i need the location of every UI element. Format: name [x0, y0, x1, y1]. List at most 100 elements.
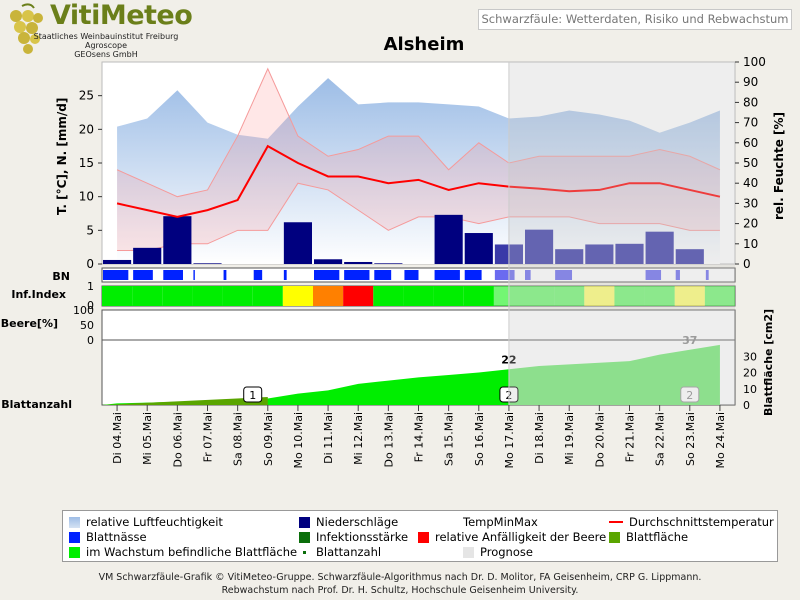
leaf-axis-tick: 30	[743, 350, 757, 363]
inf-beere-tick: 50	[80, 319, 94, 332]
x-axis-tick-label: Sa 08.Mai	[232, 412, 245, 466]
temp-max-line	[116, 67, 721, 198]
x-axis-tick-label: Mo 10.Mai	[292, 412, 305, 469]
inf-index-cell	[674, 286, 705, 306]
inf-index-cell	[282, 286, 313, 306]
left-axis-tick-label: 15	[79, 156, 94, 170]
inf-index-tick: 1	[87, 280, 94, 293]
inf-index-cell	[554, 286, 585, 306]
precip-bar	[434, 214, 463, 264]
footer-line-1: VM Schwarzfäule-Grafik © VitiMeteo-Grupp…	[98, 572, 702, 583]
precip-bar	[103, 259, 132, 264]
inf-index-cell	[644, 286, 675, 306]
right-axis-label: rel. Feuchte [%]	[772, 112, 786, 220]
legend-label: relative Anfälligkeit der Beere	[435, 530, 607, 544]
inf-index-cell	[313, 286, 344, 306]
bn-mark	[494, 270, 515, 280]
legend-item-tempminmax: TempMinMax	[463, 515, 538, 529]
leaf-count-marker	[243, 386, 263, 403]
inf-index-cell	[584, 286, 615, 306]
precip-bar	[374, 263, 403, 264]
bn-mark	[163, 270, 183, 280]
inf-index-label: Inf.Index	[11, 288, 66, 301]
brand-line-1: Staatliches Weinbauinstitut Freiburg	[33, 32, 179, 41]
inf-index-cell	[192, 286, 223, 306]
temp-min-line	[117, 182, 720, 252]
legend-item-prognose: Prognose	[463, 545, 533, 559]
brand-line-3: GEOsens GmbH	[74, 50, 138, 59]
bn-row-label: BN	[52, 270, 70, 283]
grape-icon	[10, 3, 43, 54]
legend-label: Blattfläche	[626, 530, 689, 544]
precip-bar	[675, 249, 704, 264]
legend-swatch	[418, 531, 429, 543]
bn-mark	[283, 270, 287, 280]
legend-item-avgtemp: Durchschnittstemperatur	[609, 515, 774, 529]
left-axis-tick-label: 25	[79, 89, 94, 103]
precip-bar	[615, 243, 644, 264]
bn-mark	[464, 270, 482, 280]
left-axis-tick-label: 20	[79, 122, 94, 136]
precip-bar	[344, 261, 373, 264]
right-axis-tick-label: 50	[743, 156, 758, 170]
legend-swatch	[303, 550, 306, 554]
legend-item-blattanzahl: Blattanzahl	[299, 545, 381, 559]
x-axis-tick-label: Do 20.Mai	[593, 412, 606, 467]
legend-item-precip: Niederschläge	[299, 515, 398, 529]
precip-bar	[283, 222, 312, 264]
inf-index-cell	[704, 286, 735, 306]
x-axis-tick-label: Sa 22.Mai	[654, 412, 667, 466]
leaf-count-label: 2	[686, 389, 693, 402]
legend-label: Infektionsstärke	[316, 530, 409, 544]
legend-item-wachstum: im Wachstum befindliche Blattfläche	[69, 545, 297, 559]
bn-mark	[133, 270, 153, 280]
inf-beere-bg	[101, 309, 736, 341]
bn-mark	[253, 270, 263, 280]
inf-beere-label: Inf.Beere[%]	[0, 317, 58, 330]
precip-bar	[645, 231, 674, 264]
legend-swatch	[69, 546, 80, 558]
precip-bar	[163, 216, 192, 264]
right-axis-tick-label: 30	[743, 196, 758, 210]
temp-minmax-band	[117, 68, 720, 251]
legend-item-blattnaesse: Blattnässe	[69, 530, 147, 544]
right-axis-tick-label: 20	[743, 217, 758, 231]
bn-mark	[344, 270, 370, 280]
x-axis-tick-label: So 23.Mai	[684, 412, 697, 466]
precip-bar	[464, 233, 493, 264]
inf-index-cell	[524, 286, 555, 306]
x-axis-tick-label: Di 11.Mai	[322, 412, 335, 464]
brand-name: VitiMeteo	[50, 0, 193, 31]
precip-bar	[525, 229, 554, 264]
x-axis-tick-label: Mo 17.Mai	[503, 412, 516, 469]
leaf-area-growing	[102, 369, 509, 405]
bn-mark	[675, 270, 680, 280]
leaf-axis-tick: 20	[743, 367, 757, 380]
inf-index-cell	[222, 286, 253, 306]
brand-line-2: Agroscope	[84, 41, 128, 50]
leaf-axis-label: Blattfläche [cm2]	[762, 309, 775, 416]
inf-index-cell	[102, 286, 133, 306]
precip-bar	[133, 247, 162, 264]
bn-mark	[314, 270, 340, 280]
x-axis-tick-label: So 16.Mai	[473, 412, 486, 466]
precip-bar	[585, 244, 614, 264]
inf-beere-tick: 100	[73, 304, 94, 317]
inf-index-cell	[463, 286, 494, 306]
legend-item-humidity: relative Luftfeuchtigkeit	[69, 515, 223, 529]
x-axis-tick-label: Do 13.Mai	[382, 412, 395, 467]
legend-label: Blattanzahl	[316, 545, 382, 559]
footer-line-2: Rebwachstum nach Prof. Dr. H. Schultz, H…	[221, 585, 579, 596]
legend-item-infektion: Infektionsstärke	[299, 530, 408, 544]
inf-index-cell	[132, 286, 163, 306]
bn-mark	[645, 270, 662, 280]
legend-label: Prognose	[480, 545, 533, 559]
right-axis-tick-label: 40	[743, 176, 758, 190]
precip-bar	[314, 259, 343, 264]
leaf-area-mature	[102, 397, 268, 405]
inf-index-cell	[343, 286, 374, 306]
leaf-count-label: 1	[249, 389, 256, 402]
left-axis-tick-label: 0	[86, 257, 94, 271]
legend-label: im Wachstum befindliche Blattfläche	[86, 545, 298, 559]
